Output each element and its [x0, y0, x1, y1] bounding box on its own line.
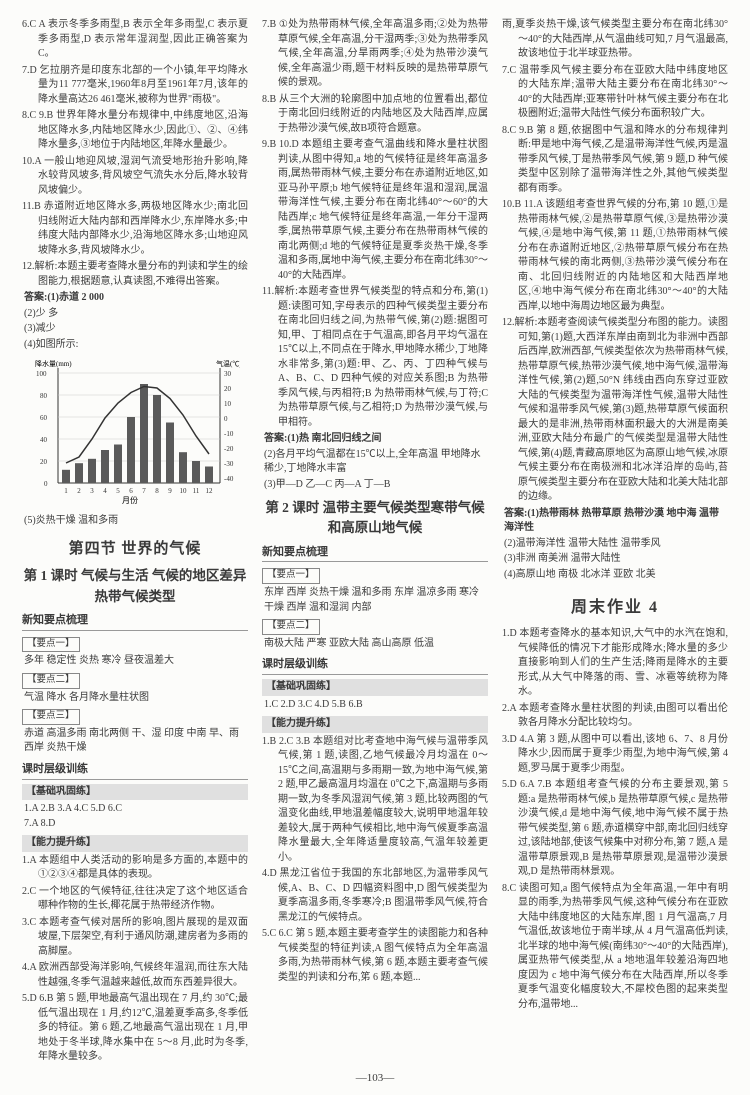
svg-text:20: 20 — [224, 385, 232, 393]
answer-line: (2)温带海洋性 温带大陆性 温带季风 — [502, 537, 728, 552]
item: 11.解析:本题考查世界气候类型的特点和分布,第(1)题:读图可知,字母表示的四… — [262, 285, 488, 430]
svg-text:10: 10 — [224, 400, 232, 408]
svg-text:100: 100 — [36, 370, 47, 378]
svg-text:5: 5 — [116, 487, 120, 495]
svg-text:40: 40 — [40, 436, 48, 444]
item: 2.C 一个地区的气候特征,往往决定了这个地区适合哪种作物的生长,椰花属于热带经… — [22, 885, 248, 914]
column-3: 雨,夏季炎热干燥,该气候类型主要分布在南北纬30°～40°的大陆西岸,从气温曲线… — [502, 18, 728, 1067]
svg-text:-20: -20 — [224, 445, 234, 453]
item: 3.D 4.A 第 3 题,从图中可以看出,该地 6、7、8 月份降水少,因而属… — [502, 733, 728, 777]
item: 2.A 本题考查降水量柱状图的判读,由图可以看出伦敦各月降水分配比较均匀。 — [502, 702, 728, 731]
sub-header: 新知要点梳理 — [22, 613, 248, 631]
answer-line: (2)少 多 — [22, 307, 248, 322]
lesson-title: 第 2 课时 温带主要气候类型寒带气候和高原山地气候 — [262, 498, 488, 539]
answer-line: (4)如图所示: — [22, 338, 248, 353]
item: 雨,夏季炎热干燥,该气候类型主要分布在南北纬30°～40°的大陆西岸,从气温曲线… — [502, 18, 728, 62]
svg-text:8: 8 — [155, 487, 159, 495]
item: 4.A 欧洲西部受海洋影响,气候终年温润,而往东大陆性越强,冬季气温越来越低,故… — [22, 961, 248, 990]
svg-text:-40: -40 — [224, 475, 234, 483]
answer-line: (4)高原山地 南极 北冰洋 亚欧 北美 — [502, 568, 728, 583]
svg-text:20: 20 — [40, 458, 48, 466]
item: 12.解析:本题主要考查降水量分布的判读和学生的绘图能力,根据题意,认真读图,不… — [22, 260, 248, 289]
point-label: 【要点二】 — [22, 673, 80, 689]
answer-line: (3)甲—D 乙—C 丙—A 丁—B — [262, 478, 488, 493]
item: 7.B ①处为热带雨林气候,全年高温多雨;②处为热带草原气候,全年高温,分干湿两… — [262, 18, 488, 91]
item: 7.C 温带季风气候主要分布在亚欧大陆中纬度地区的大陆东岸;温带大陆主要分布在南… — [502, 64, 728, 122]
svg-text:-10: -10 — [224, 430, 234, 438]
climate-chart: 降水量(mm) 气温(℃) 0 20 40 60 80 100 30 20 10… — [30, 358, 240, 508]
item: 9.B 10.D 本题组主要考查气温曲线和降水量柱状图判读,从图中得知,a 地的… — [262, 138, 488, 283]
answer-line: (3)减少 — [22, 322, 248, 337]
item: 10.A 一般山地迎风坡,湿润气流受地形抬升影响,降水较背风坡多,背风坡空气流失… — [22, 155, 248, 199]
sub-header: 课时层级训练 — [262, 657, 488, 675]
item: 1.B 2.C 3.B 本题组对比考查地中海气候与温带季风气候,第 1 题,读图… — [262, 735, 488, 866]
item: 1.D 本题考查降水的基本知识,大气中的水汽在饱和,气候降低的情况下才能形成降水… — [502, 627, 728, 700]
answers: 1.A 2.B 3.A 4.C 5.D 6.C 7.A 8.D — [22, 802, 248, 831]
sub-header: 新知要点梳理 — [262, 545, 488, 563]
weekend-title: 周末作业 4 — [502, 596, 728, 619]
gray-header: 【能力提升练】 — [262, 716, 488, 733]
svg-text:-30: -30 — [224, 460, 234, 468]
point-text: 东岸 西岸 炎热干燥 温和多雨 东岸 温凉多雨 寒冷干燥 西岸 温和湿润 内部 — [262, 586, 488, 615]
item: 5.D 6.A 7.B 本题组考查气候的分布主要景观,第 5 题:a 是热带雨林… — [502, 778, 728, 880]
gray-header: 【能力提升练】 — [22, 835, 248, 852]
point-text: 多年 稳定性 炎热 寒冷 昼夜温差大 — [22, 654, 248, 669]
svg-text:11: 11 — [193, 487, 200, 495]
answer-line: 答案:(1)赤道 2 000 — [22, 291, 248, 306]
answer-line: 答案:(1)热带雨林 热带草原 热带沙漠 地中海 温带海洋性 — [502, 507, 728, 536]
chart-caption: (5)炎热干燥 温和多雨 — [22, 514, 248, 529]
gray-header: 【基础巩固练】 — [262, 679, 488, 696]
item: 8.C 读图可知,a 图气候特点为全年高温,一年中有明显的雨季,为热带季风气候,… — [502, 882, 728, 1013]
svg-text:10: 10 — [180, 487, 188, 495]
lesson-title: 第 1 课时 气候与生活 气候的地区差异 热带气候类型 — [22, 566, 248, 607]
point-label: 【要点一】 — [262, 568, 320, 584]
point-label: 【要点二】 — [262, 619, 320, 635]
column-2: 7.B ①处为热带雨林气候,全年高温多雨;②处为热带草原气候,全年高温,分干湿两… — [262, 18, 488, 1067]
item: 12.解析:本题考查阅读气候类型分布图的能力。读图可知,第(1)题,大西洋东岸由… — [502, 316, 728, 505]
item: 1.A 本题组中人类活动的影响是多方面的,本题中的①②③④都是具体的表现。 — [22, 854, 248, 883]
svg-text:0: 0 — [224, 415, 228, 423]
svg-text:3: 3 — [90, 487, 94, 495]
svg-text:30: 30 — [224, 370, 232, 378]
item: 3.C 本题考查气候对居所的影响,图片展现的是双面坡屋,下层架空,有利于通风防潮… — [22, 916, 248, 960]
item: 5.C 6.C 第 5 题,本题主要考查学生的读图能力和各种气候类型的特征判读,… — [262, 927, 488, 985]
item: 8.C 9.B 第 8 题,依据图中气温和降水的分布规律判断:甲是地中海气候,乙… — [502, 124, 728, 197]
item: 8.C 9.B 世界年降水量分布规律中,中纬度地区,沿海地区降水多,内陆地区降水… — [22, 109, 248, 153]
page-columns: 6.C A 表示冬季多雨型,B 表示全年多雨型,C 表示夏季多雨型,D 表示常年… — [22, 18, 728, 1067]
svg-text:0: 0 — [44, 480, 48, 488]
answer-line: (2)各月平均气温都在15℃以上,全年高温 甲地降水稀少,丁地降水丰富 — [262, 448, 488, 477]
item: 10.B 11.A 该题组考查世界气候的分布,第 10 题,①是热带雨林气候,②… — [502, 198, 728, 314]
item: 11.B 赤道附近地区降水多,两极地区降水少;南北回归线附近大陆内部和西岸降水少… — [22, 200, 248, 258]
point-label: 【要点一】 — [22, 637, 80, 653]
svg-text:60: 60 — [40, 414, 48, 422]
item: 7.D 乞拉朋齐是印度东北部的一个小镇,年平均降水量为11 777毫米,1960… — [22, 64, 248, 108]
answers: 1.C 2.D 3.C 4.D 5.B 6.B — [262, 698, 488, 713]
answer-line: 答案:(1)热 南北回归线之间 — [262, 432, 488, 447]
svg-text:7: 7 — [142, 487, 146, 495]
point-text: 赤道 高温多雨 南北两侧 干、湿 印度 中南 早、雨 西岸 炎热干燥 — [22, 727, 248, 756]
point-text: 气温 降水 各月降水量柱状图 — [22, 691, 248, 706]
svg-text:2: 2 — [77, 487, 81, 495]
point-text: 南极大陆 严寒 亚欧大陆 高山高原 低温 — [262, 637, 488, 652]
section-title: 第四节 世界的气候 — [22, 539, 248, 561]
item: 8.B 从三个大洲的轮廓图中加点地的位置看出,都位于南北回归线附近的内陆地区及大… — [262, 93, 488, 137]
answer-line: (3)非洲 南美洲 温带大陆性 — [502, 552, 728, 567]
svg-text:月份: 月份 — [122, 495, 138, 505]
item: 5.D 6.B 第 5 题,甲地最高气温出现在 7 月,约 30℃;最低气温出现… — [22, 992, 248, 1065]
svg-text:1: 1 — [64, 487, 68, 495]
svg-text:80: 80 — [40, 392, 48, 400]
svg-text:9: 9 — [168, 487, 172, 495]
svg-text:气温(℃): 气温(℃) — [216, 359, 240, 368]
svg-text:6: 6 — [129, 487, 133, 495]
svg-text:4: 4 — [103, 487, 107, 495]
svg-text:12: 12 — [206, 487, 214, 495]
gray-header: 【基础巩固练】 — [22, 784, 248, 801]
column-1: 6.C A 表示冬季多雨型,B 表示全年多雨型,C 表示夏季多雨型,D 表示常年… — [22, 18, 248, 1067]
svg-text:降水量(mm): 降水量(mm) — [35, 359, 72, 368]
item: 6.C A 表示冬季多雨型,B 表示全年多雨型,C 表示夏季多雨型,D 表示常年… — [22, 18, 248, 62]
sub-header: 课时层级训练 — [22, 762, 248, 780]
point-label: 【要点三】 — [22, 709, 80, 725]
page-number: —103— — [0, 1071, 750, 1087]
item: 4.D 黑龙江省位于我国的东北部地区,为温带季风气候,A、B、C、D 四幅资料图… — [262, 867, 488, 925]
